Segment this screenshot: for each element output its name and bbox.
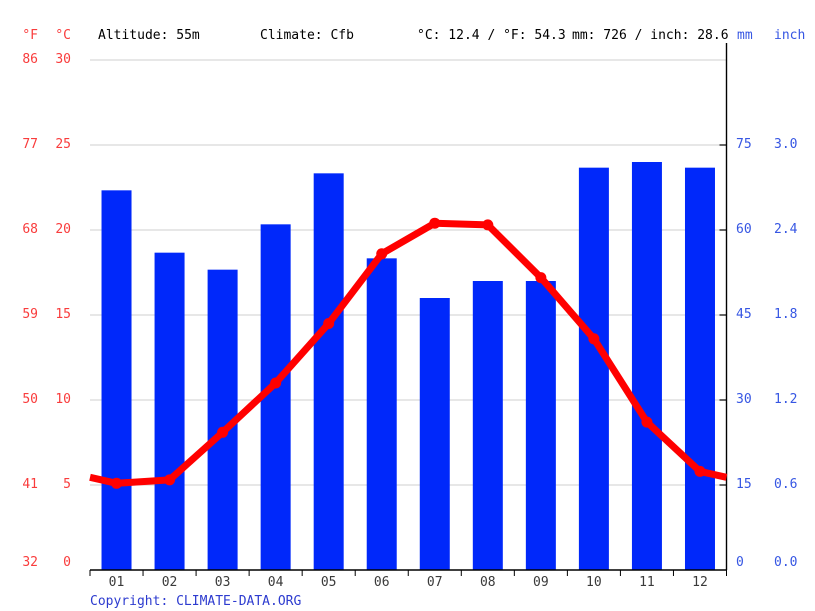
temperature-point-11	[641, 416, 653, 428]
month-label-09: 09	[533, 575, 549, 590]
temp-tick-c-0: 0	[63, 555, 71, 570]
month-label-07: 07	[426, 575, 443, 590]
precip-tick-mm-15: 15	[736, 477, 752, 492]
temperature-point-12	[694, 465, 706, 477]
c-axis-unit-label: °C	[55, 28, 71, 43]
temperature-point-05	[323, 318, 335, 329]
precip-tick-inch-1.8: 1.8	[774, 307, 798, 322]
temperature-point-10	[588, 333, 600, 345]
precip-tick-inch-0.0: 0.0	[774, 555, 798, 570]
precip-tick-inch-3.0: 3.0	[774, 137, 798, 152]
temp-tick-f-59: 59	[22, 307, 38, 322]
copyright-line: Copyright: CLIMATE-DATA.ORG	[90, 594, 301, 609]
temp-tick-c-25: 25	[55, 137, 71, 152]
month-label-04: 04	[267, 575, 284, 590]
temp-tick-c-5: 5	[63, 477, 71, 492]
temp-tick-c-20: 20	[55, 222, 71, 237]
temperature-point-06	[376, 248, 388, 260]
month-label-06: 06	[373, 575, 390, 590]
month-label-11: 11	[639, 575, 655, 590]
precip-tick-mm-30: 30	[736, 392, 752, 407]
precip-bar-06	[366, 258, 397, 570]
month-label-05: 05	[320, 575, 337, 590]
temperature-point-09	[535, 272, 547, 284]
temperature-point-02	[164, 474, 176, 486]
precip-tick-inch-1.2: 1.2	[774, 392, 798, 407]
precip-bar-08	[472, 281, 503, 570]
annual-precipitation-label: mm: 726 / inch: 28.6	[572, 28, 729, 43]
precip-bar-10	[578, 167, 609, 570]
temperature-point-04	[270, 377, 282, 389]
precip-tick-inch-2.4: 2.4	[774, 222, 798, 237]
inch-axis-unit-label: inch	[774, 28, 806, 43]
month-label-12: 12	[692, 575, 708, 590]
temp-tick-f-86: 86	[22, 52, 38, 67]
copyright-link[interactable]: CLIMATE-DATA.ORG	[176, 594, 302, 609]
precip-bar-07	[419, 298, 450, 570]
temp-tick-c-15: 15	[55, 307, 71, 322]
temp-tick-f-68: 68	[22, 222, 38, 237]
month-label-01: 01	[108, 575, 125, 590]
temp-tick-f-32: 32	[22, 555, 38, 570]
mm-axis-unit-label: mm	[737, 28, 753, 43]
temp-tick-c-30: 30	[55, 52, 71, 67]
temperature-line	[89, 219, 728, 487]
f-axis-unit-label: °F	[22, 28, 38, 43]
month-label-10: 10	[586, 575, 602, 590]
precip-tick-mm-45: 45	[736, 307, 752, 322]
month-label-03: 03	[214, 575, 231, 590]
precip-bar-12	[684, 167, 715, 570]
climate-class-label: Climate: Cfb	[260, 28, 354, 43]
mean-temperature-label: °C: 12.4 / °F: 54.3	[417, 28, 566, 43]
precip-bar-02	[154, 252, 185, 570]
month-label-08: 08	[479, 575, 496, 590]
temperature-point-03	[217, 426, 229, 438]
precip-bar-11	[631, 162, 662, 570]
temperature-point-08	[482, 219, 494, 231]
precip-bar-05	[313, 173, 344, 571]
temperature-point-07	[429, 217, 441, 229]
precip-tick-mm-75: 75	[736, 137, 752, 152]
temp-tick-f-77: 77	[22, 137, 38, 152]
precip-bar-01	[101, 190, 132, 571]
temp-tick-f-41: 41	[22, 477, 38, 492]
temp-tick-c-10: 10	[55, 392, 71, 407]
altitude-label: Altitude: 55m	[98, 28, 200, 43]
precip-bar-04	[260, 224, 291, 571]
temperature-point-01	[111, 477, 123, 489]
precip-tick-mm-0: 0	[736, 555, 744, 570]
temp-tick-f-50: 50	[22, 392, 38, 407]
precip-bar-09	[525, 281, 556, 570]
precip-tick-mm-60: 60	[736, 222, 752, 237]
precip-tick-inch-0.6: 0.6	[774, 477, 798, 492]
copyright-prefix: Copyright:	[90, 594, 177, 609]
month-label-02: 02	[161, 575, 178, 590]
